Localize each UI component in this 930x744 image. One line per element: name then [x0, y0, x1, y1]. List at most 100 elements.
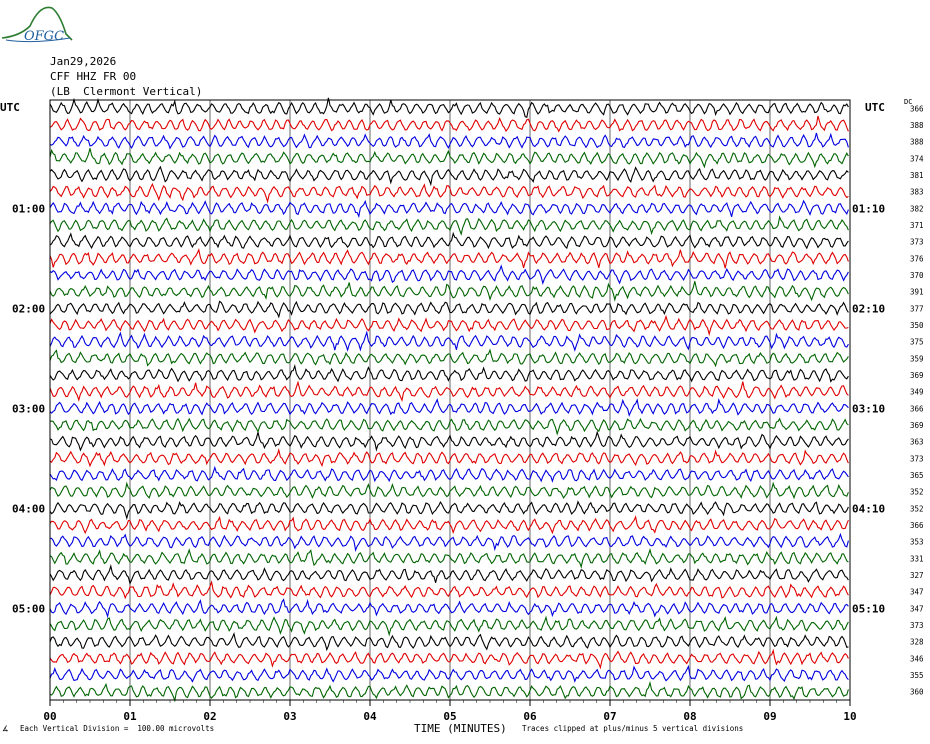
right-time-label: 04:10 — [852, 502, 885, 515]
seismic-trace — [49, 264, 849, 286]
corner-mark: ∡ — [2, 724, 9, 733]
dc-offset-label: 349 — [910, 388, 924, 397]
dc-offset-label: 376 — [910, 254, 924, 263]
clip-note: Traces clipped at plus/minus 5 vertical … — [522, 724, 744, 733]
seismic-trace — [49, 417, 849, 436]
dc-offset-label: 365 — [910, 471, 924, 480]
dc-offset-label: 371 — [910, 221, 924, 230]
seismic-trace — [49, 199, 849, 219]
dc-offset-label: 347 — [910, 604, 924, 613]
seismic-trace — [49, 500, 849, 521]
seismic-trace — [49, 248, 849, 269]
seismic-trace — [49, 532, 849, 553]
x-tick-label: 05 — [443, 710, 456, 723]
label-group: 00 01 02 03 04 05 06 07 08 09 10 366 388 388 374 381 383… — [12, 104, 924, 723]
dc-offset-label: 350 — [910, 321, 924, 330]
logo-text: OFGC — [24, 29, 64, 44]
seismic-trace — [49, 182, 849, 204]
seismic-trace — [49, 363, 849, 383]
seismic-trace — [49, 465, 849, 483]
logo-mountain — [1, 6, 73, 41]
header-station: CFF HHZ FR 00 — [50, 70, 137, 83]
x-tick-label: 04 — [363, 710, 377, 723]
header-location: (LB Clermont Vertical) — [50, 85, 203, 98]
seismic-trace — [49, 448, 849, 468]
seismic-trace — [49, 148, 849, 169]
x-tick-label: 03 — [283, 710, 296, 723]
left-time-label: 02:00 — [12, 302, 45, 315]
logo-swoosh — [5, 37, 71, 43]
dc-offset-label: 388 — [910, 121, 924, 130]
x-tick-label: 00 — [43, 710, 56, 723]
header-date: Jan29,2026 — [50, 55, 117, 68]
seismic-trace — [49, 215, 849, 236]
seismic-trace — [49, 281, 849, 302]
dc-offset-label: 328 — [910, 638, 924, 647]
right-time-label: 05:10 — [852, 602, 885, 615]
seismic-trace — [49, 680, 849, 703]
dc-offset-label: 377 — [910, 304, 924, 313]
dc-offset-label: 327 — [910, 571, 924, 580]
dc-offset-label: 369 — [910, 371, 924, 380]
x-axis-title: TIME (MINUTES) — [414, 722, 507, 735]
ofgc-logo: OFGC — [0, 0, 76, 46]
dc-offset-label: 355 — [910, 671, 924, 680]
dc-offset-label: 363 — [910, 438, 924, 447]
seismic-trace — [49, 580, 849, 600]
right-time-label: 01:10 — [852, 202, 885, 215]
dc-offset-label: 366 — [910, 404, 924, 413]
right-time-label: 03:10 — [852, 402, 885, 415]
seismic-trace — [49, 515, 849, 535]
seismic-trace — [49, 481, 849, 500]
dc-offset-label: 346 — [910, 654, 924, 663]
left-time-label: 05:00 — [12, 602, 45, 615]
dc-label: DC — [904, 98, 912, 106]
left-time-label: 01:00 — [12, 202, 45, 215]
seismic-trace — [49, 648, 849, 670]
right-utc-label: UTC — [865, 101, 885, 114]
seismic-trace — [49, 615, 849, 637]
dc-offset-label: 366 — [910, 104, 924, 113]
dc-offset-label: 374 — [910, 154, 924, 163]
dc-offset-label: 366 — [910, 521, 924, 530]
seismic-trace — [49, 598, 849, 619]
seismic-trace — [49, 330, 849, 352]
seismic-trace — [49, 664, 849, 683]
plot-frame — [49, 99, 851, 701]
seismic-trace — [49, 115, 849, 133]
dc-offset-label: 375 — [910, 338, 924, 347]
seismic-trace — [49, 632, 849, 652]
dc-offset-label: 360 — [910, 688, 924, 697]
seismic-trace — [49, 397, 849, 418]
scale-note: Each Vertical Division = 100.00 microvol… — [20, 724, 215, 733]
seismic-trace — [49, 314, 849, 337]
plot-grid — [49, 100, 851, 706]
dc-offset-label: 352 — [910, 488, 924, 497]
dc-offset-label: 352 — [910, 504, 924, 513]
x-tick-label: 07 — [603, 710, 616, 723]
left-time-label: 03:00 — [12, 402, 45, 415]
dc-offset-label: 369 — [910, 421, 924, 430]
left-utc-label: UTC — [0, 101, 20, 114]
seismic-trace — [49, 165, 849, 187]
dc-offset-label: 353 — [910, 538, 924, 547]
x-tick-label: 06 — [523, 710, 537, 723]
seismic-trace — [49, 548, 849, 569]
dc-offset-label: 331 — [910, 554, 924, 563]
dc-offset-label: 347 — [910, 588, 924, 597]
right-time-label: 02:10 — [852, 302, 885, 315]
seismic-trace — [49, 430, 849, 452]
x-tick-label: 09 — [763, 710, 776, 723]
x-tick-label: 10 — [843, 710, 856, 723]
dc-offset-label: 373 — [910, 238, 924, 247]
dc-offset-label: 388 — [910, 138, 924, 147]
x-tick-label: 08 — [683, 710, 696, 723]
trace-group — [49, 97, 849, 703]
seismic-trace — [49, 231, 849, 250]
dc-offset-label: 381 — [910, 171, 924, 180]
dc-offset-label: 370 — [910, 271, 924, 280]
dc-offset-label: 391 — [910, 288, 924, 297]
x-tick-label: 02 — [203, 710, 216, 723]
seismic-trace — [49, 300, 849, 319]
